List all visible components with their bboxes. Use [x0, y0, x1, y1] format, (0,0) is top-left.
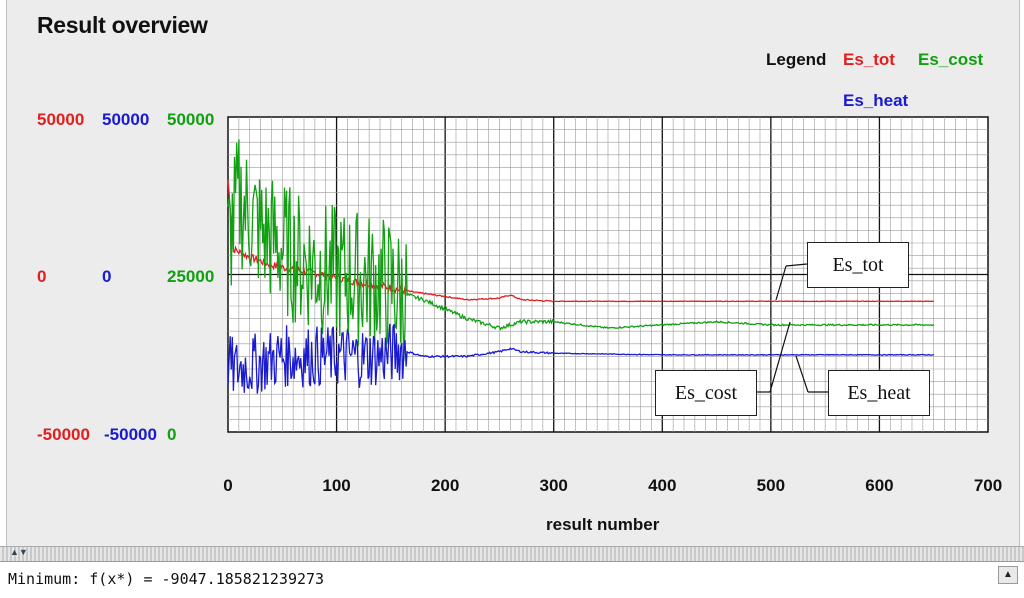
plot-series — [227, 139, 935, 394]
legend-label: Legend — [766, 50, 827, 69]
callout-leader-line — [785, 263, 808, 267]
x-axis-label: result number — [546, 515, 660, 534]
callout-es-cost: Es_cost — [655, 370, 757, 416]
scroll-up-icon[interactable]: ▲ — [998, 566, 1018, 584]
green-axis-mid-label: 25000 — [167, 267, 215, 286]
callout-leaders — [755, 263, 828, 393]
x-tick-label: 300 — [539, 476, 568, 495]
series-line-es-cost — [227, 139, 935, 361]
legend-entry-es-heat: Es_heat — [843, 91, 909, 110]
x-tick-label: 100 — [322, 476, 351, 495]
red-axis-bottom-label: -50000 — [37, 425, 90, 444]
blue-axis-mid-label: 0 — [102, 267, 112, 286]
x-tick-label: 200 — [430, 476, 460, 495]
console-text: Minimum: f(x*) = -9047.185821239273 — [8, 570, 325, 588]
x-tick-label: 500 — [756, 476, 786, 495]
callout-es-tot: Es_tot — [807, 242, 909, 288]
callout-es-heat: Es_heat — [828, 370, 930, 416]
green-axis-top-label: 50000 — [167, 110, 215, 129]
callout-leader-line — [775, 265, 787, 301]
green-axis-bottom-label: 0 — [167, 425, 177, 444]
x-tick-label: 400 — [648, 476, 677, 495]
splitter-arrows-icon[interactable]: ▲▼ — [10, 547, 28, 557]
callout-leader-line — [769, 321, 791, 393]
page-title: Result overview — [37, 12, 208, 38]
red-axis-mid-label: 0 — [37, 267, 47, 286]
blue-axis-top-label: 50000 — [102, 110, 150, 129]
legend-entry-es-cost: Es_cost — [918, 50, 984, 69]
legend-entry-es-tot: Es_tot — [843, 50, 895, 69]
series-line-es-heat — [227, 323, 934, 394]
x-tick-label: 700 — [973, 476, 1003, 495]
x-tick-label: 0 — [223, 476, 233, 495]
callout-leader-line — [795, 355, 809, 393]
panel-splitter[interactable] — [0, 546, 1024, 561]
blue-axis-bottom-label: -50000 — [104, 425, 157, 444]
red-axis-top-label: 50000 — [37, 110, 85, 129]
x-tick-label: 600 — [865, 476, 894, 495]
console-output: Minimum: f(x*) = -9047.185821239273 — [0, 561, 1024, 598]
